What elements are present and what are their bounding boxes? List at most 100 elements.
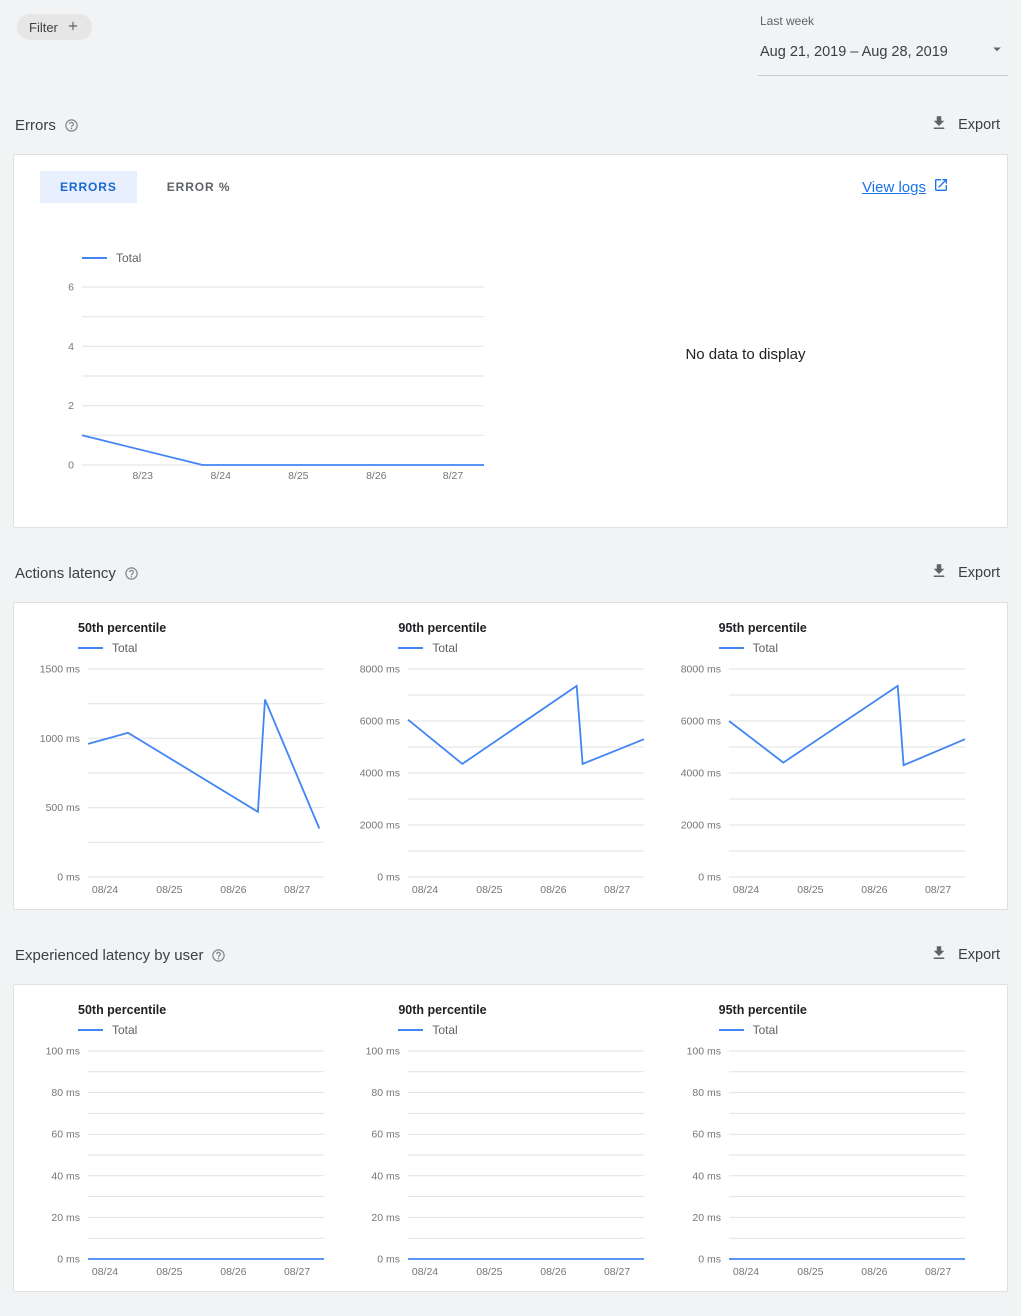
svg-text:60 ms: 60 ms	[692, 1129, 721, 1141]
svg-text:80 ms: 80 ms	[51, 1087, 80, 1099]
actions-latency-export-button[interactable]: Export	[924, 558, 1006, 588]
svg-text:0 ms: 0 ms	[57, 1254, 80, 1266]
legend-line-swatch	[398, 647, 424, 649]
experienced-latency-export-label: Export	[958, 947, 1000, 963]
svg-text:40 ms: 40 ms	[692, 1170, 721, 1182]
svg-text:6000 ms: 6000 ms	[360, 716, 400, 728]
legend-line-swatch	[82, 257, 107, 259]
errors-section-header: Errors Export	[15, 110, 1006, 140]
svg-text:8000 ms: 8000 ms	[360, 664, 400, 676]
actions-latency-p95-chart: 0 ms 2000 ms 4000 ms 6000 ms 8000 ms 08/24 08/…	[671, 661, 991, 901]
svg-text:08/26: 08/26	[861, 1266, 887, 1278]
chart-legend: Total	[78, 1023, 350, 1037]
svg-text:80 ms: 80 ms	[372, 1087, 401, 1099]
svg-text:500 ms: 500 ms	[46, 802, 80, 814]
legend-line-swatch	[718, 1029, 744, 1031]
svg-text:60 ms: 60 ms	[372, 1129, 401, 1141]
view-logs-label: View logs	[862, 178, 926, 196]
help-icon[interactable]	[124, 566, 139, 581]
svg-text:08/25: 08/25	[156, 1266, 182, 1278]
experienced-latency-p90-chart: 0 ms 20 ms 40 ms 60 ms 80 ms 100 ms 08/24 08/25…	[350, 1043, 670, 1283]
chart-legend: Total	[78, 641, 350, 655]
svg-text:6000 ms: 6000 ms	[680, 716, 720, 728]
svg-text:8/24: 8/24	[210, 470, 231, 482]
svg-text:40 ms: 40 ms	[51, 1170, 80, 1182]
svg-text:08/26: 08/26	[220, 884, 246, 896]
experienced-latency-p95-column: 95th percentile Total 0 ms 20 ms 40 ms 60 m…	[671, 1003, 991, 1283]
filter-chip[interactable]: Filter	[17, 14, 92, 40]
legend-label: Total	[112, 1023, 138, 1037]
svg-text:8/27: 8/27	[443, 470, 464, 482]
actions-latency-export-label: Export	[958, 565, 1000, 581]
help-icon[interactable]	[64, 118, 79, 133]
svg-text:0 ms: 0 ms	[698, 1254, 721, 1266]
percentile-title: 95th percentile	[718, 621, 807, 635]
svg-text:08/24: 08/24	[92, 1266, 118, 1278]
legend-label: Total	[432, 1023, 458, 1037]
svg-text:08/24: 08/24	[733, 884, 759, 896]
errors-export-label: Export	[958, 117, 1000, 133]
experienced-latency-section: Experienced latency by user Export 50th …	[13, 940, 1008, 1292]
legend-label: Total	[116, 251, 142, 265]
experienced-latency-title: Experienced latency by user	[15, 946, 204, 964]
percentile-title: 50th percentile	[78, 1003, 167, 1017]
svg-text:08/26: 08/26	[861, 884, 887, 896]
experienced-latency-p95-chart: 0 ms 20 ms 40 ms 60 ms 80 ms 100 ms 08/24 08/25…	[671, 1043, 991, 1283]
svg-text:08/26: 08/26	[220, 1266, 246, 1278]
legend-label: Total	[752, 1023, 779, 1037]
svg-text:4000 ms: 4000 ms	[680, 768, 720, 780]
tab-error-percent[interactable]: ERROR %	[166, 180, 231, 194]
tab-errors[interactable]: ERRORS	[40, 171, 137, 203]
svg-text:8/26: 8/26	[366, 470, 387, 482]
topbar: Filter Last week Aug 21, 2019 – Aug 28, …	[13, 12, 1008, 76]
errors-card: ERRORS ERROR % View logs Total 0 2 4 6 8/23 8…	[13, 154, 1008, 528]
errors-body: Total 0 2 4 6 8/23 8/24 8/25 8/26 8/27 No data t…	[40, 251, 981, 487]
date-range-label: Last week	[760, 14, 815, 28]
view-logs-link[interactable]: View logs	[862, 177, 949, 197]
svg-text:08/27: 08/27	[284, 884, 310, 896]
percentile-title: 95th percentile	[718, 1003, 807, 1017]
errors-legend: Total	[82, 251, 510, 265]
experienced-latency-card: 50th percentile Total 0 ms 20 ms 40 ms 60 m…	[13, 984, 1008, 1292]
experienced-latency-export-button[interactable]: Export	[924, 940, 1006, 970]
actions-latency-p90-column: 90th percentile Total 0 ms 2000 ms 4000 ms…	[350, 621, 670, 901]
svg-text:60 ms: 60 ms	[51, 1129, 80, 1141]
svg-text:08/24: 08/24	[412, 884, 438, 896]
svg-text:08/27: 08/27	[604, 884, 630, 896]
svg-text:08/25: 08/25	[797, 1266, 823, 1278]
chart-legend: Total	[718, 1023, 991, 1037]
experienced-latency-header: Experienced latency by user Export	[15, 940, 1006, 970]
svg-text:2000 ms: 2000 ms	[360, 820, 400, 832]
svg-text:08/25: 08/25	[477, 884, 503, 896]
svg-text:08/27: 08/27	[925, 1266, 951, 1278]
experienced-latency-p50-column: 50th percentile Total 0 ms 20 ms 40 ms 60 m…	[30, 1003, 350, 1283]
errors-section-title: Errors	[15, 116, 56, 134]
svg-text:08/24: 08/24	[733, 1266, 759, 1278]
svg-text:80 ms: 80 ms	[692, 1087, 721, 1099]
svg-text:08/27: 08/27	[925, 884, 951, 896]
download-icon	[930, 562, 948, 584]
filter-chip-label: Filter	[29, 19, 58, 35]
percentile-title: 50th percentile	[78, 621, 167, 635]
svg-text:08/24: 08/24	[92, 884, 118, 896]
date-range-picker[interactable]: Last week Aug 21, 2019 – Aug 28, 2019	[758, 12, 1008, 76]
svg-text:1500 ms: 1500 ms	[40, 664, 80, 676]
actions-latency-p50-chart: 0 ms 500 ms 1000 ms 1500 ms 08/24 08/25 08/26 0…	[30, 661, 350, 901]
legend-line-swatch	[78, 647, 103, 649]
chart-legend: Total	[718, 641, 991, 655]
actions-latency-section: Actions latency Export 50th percentile T…	[13, 558, 1008, 910]
actions-latency-card: 50th percentile Total 0 ms 500 ms 1000 ms 1…	[13, 602, 1008, 910]
no-data-message: No data to display	[685, 345, 806, 363]
chart-legend: Total	[398, 1023, 670, 1037]
actions-latency-title: Actions latency	[15, 564, 116, 582]
percentile-title: 90th percentile	[398, 621, 487, 635]
legend-line-swatch	[78, 1029, 103, 1031]
actions-latency-p95-column: 95th percentile Total 0 ms 2000 ms 4000 ms…	[671, 621, 991, 901]
svg-text:08/26: 08/26	[541, 884, 567, 896]
svg-text:0 ms: 0 ms	[378, 1254, 401, 1266]
errors-tabs: ERRORS ERROR % View logs	[40, 171, 981, 203]
legend-label: Total	[432, 641, 458, 655]
help-icon[interactable]	[211, 948, 226, 963]
errors-export-button[interactable]: Export	[924, 110, 1006, 140]
actions-latency-p90-chart: 0 ms 2000 ms 4000 ms 6000 ms 8000 ms 08/24 08/…	[350, 661, 670, 901]
